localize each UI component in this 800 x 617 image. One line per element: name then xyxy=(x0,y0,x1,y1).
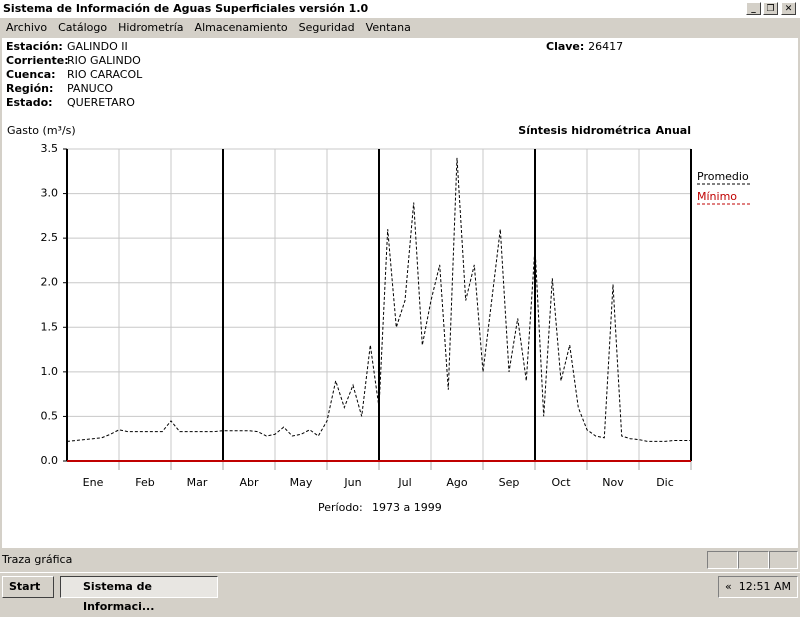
y-tick-label: 1.5 xyxy=(41,320,59,333)
period: 1973 a 1999 xyxy=(372,501,442,514)
series-line xyxy=(66,157,691,442)
clock: 12:51 AM xyxy=(738,580,791,593)
menu-bar: Archivo Catálogo Hidrometría Almacenamiento… xyxy=(0,18,800,37)
status-bar: Traza gráfica xyxy=(0,550,800,570)
y-axis-label: Gasto (m³/s) xyxy=(7,124,76,137)
legend-label: Promedio xyxy=(697,170,749,183)
menu-item[interactable]: Almacenamiento xyxy=(194,21,288,34)
y-tick-label: 2.0 xyxy=(41,276,59,289)
info-row: Estación: GALINDO II xyxy=(6,40,142,54)
clave-value: 26417 xyxy=(588,40,624,53)
menu-item[interactable]: Hidrometría xyxy=(118,21,184,34)
station-info: Estación: GALINDO II Corriente: RIO GALINDO… xyxy=(6,40,142,110)
restore-button[interactable]: ❐ xyxy=(763,2,778,15)
minimize-button[interactable]: _ xyxy=(746,2,761,15)
info-label: Cuenca: xyxy=(6,68,56,81)
start-button[interactable]: Start xyxy=(2,576,54,598)
x-tick-label: Dic xyxy=(656,476,674,489)
x-tick-label: Sep xyxy=(499,476,520,489)
info-label: Estado: xyxy=(6,96,53,109)
menu-item[interactable]: Seguridad xyxy=(298,21,355,34)
chart-subtitle: Anual xyxy=(656,124,691,137)
chart-title: Síntesis hidrométrica xyxy=(518,124,651,137)
x-tick-label: Nov xyxy=(602,476,624,489)
y-tick-label: 1.0 xyxy=(41,365,59,378)
info-row: Estado: QUERETARO xyxy=(6,96,142,110)
info-value: PANUCO xyxy=(67,82,114,95)
info-label: Estación: xyxy=(6,40,63,53)
x-tick-label: Feb xyxy=(135,476,154,489)
x-tick-label: Ene xyxy=(83,476,104,489)
x-tick-label: Jul xyxy=(397,476,411,489)
legend-label: Mínimo xyxy=(697,190,737,203)
x-axis-label: Período: xyxy=(318,501,363,514)
info-value: RIO GALINDO xyxy=(67,54,141,67)
status-panel xyxy=(769,551,798,569)
x-tick-label: Jun xyxy=(343,476,361,489)
x-tick-label: May xyxy=(290,476,313,489)
menu-item[interactable]: Catálogo xyxy=(58,21,108,34)
info-label: Región: xyxy=(6,82,54,95)
chart: Gasto (m³/s) Síntesis hidrométrica Anual 0.… xyxy=(7,124,750,514)
status-text: Traza gráfica xyxy=(2,553,73,566)
y-tick-label: 2.5 xyxy=(41,231,59,244)
x-tick-label: Ago xyxy=(446,476,468,489)
tray: « 12:51 AM xyxy=(718,576,798,598)
info-value: RIO CARACOL xyxy=(67,68,143,81)
clave-label: Clave: xyxy=(546,40,585,53)
status-panel xyxy=(738,551,769,569)
info-value: QUERETARO xyxy=(67,96,135,109)
window-title: Sistema de Información de Aguas Superfic… xyxy=(3,2,369,15)
task-button[interactable]: Sistema de Informaci... xyxy=(60,576,218,613)
y-tick-label: 3.5 xyxy=(41,142,59,155)
info-row: Región: PANUCO xyxy=(6,82,142,96)
start-label: Start xyxy=(9,580,41,593)
task-label: Sistema de Informaci... xyxy=(83,580,155,613)
y-tick-label: 3.0 xyxy=(41,187,59,200)
menu-item[interactable]: Ventana xyxy=(365,21,411,34)
close-button[interactable]: ✕ xyxy=(781,2,796,15)
clave: Clave: 26417 xyxy=(546,40,623,53)
title-bar: Sistema de Información de Aguas Superfic… xyxy=(0,0,800,18)
x-tick-label: Mar xyxy=(187,476,208,489)
content-area xyxy=(2,38,798,548)
info-value: GALINDO II xyxy=(67,40,128,53)
x-tick-label: Abr xyxy=(239,476,259,489)
y-tick-label: 0.0 xyxy=(41,454,59,467)
info-row: Corriente: RIO GALINDO xyxy=(6,54,142,68)
x-tick-label: Oct xyxy=(551,476,571,489)
y-tick-label: 0.5 xyxy=(41,409,59,422)
status-panel xyxy=(707,551,738,569)
taskbar: Start Sistema de Informaci... « 12:51 AM xyxy=(0,572,800,613)
info-label: Corriente: xyxy=(6,54,69,67)
info-row: Cuenca: RIO CARACOL xyxy=(6,68,142,82)
menu-item[interactable]: Archivo xyxy=(6,21,48,34)
